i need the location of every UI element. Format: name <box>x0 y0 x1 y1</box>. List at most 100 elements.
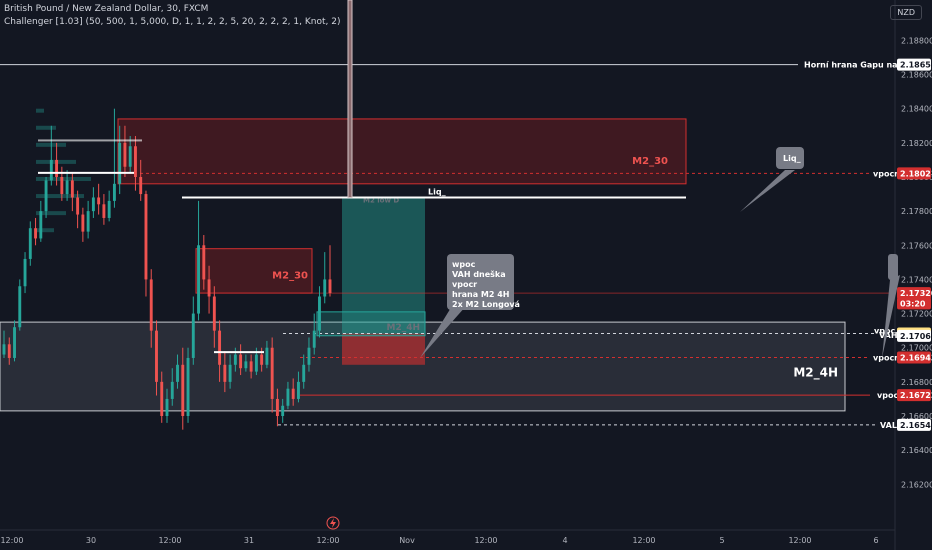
candle-body <box>233 354 237 365</box>
candle-body <box>244 361 248 369</box>
candle-body <box>265 347 269 365</box>
x-tick-label: 4 <box>562 536 567 545</box>
zone-m2-30-top <box>117 118 687 185</box>
zone-label-m2-30-mid: M2_30 <box>272 270 308 281</box>
candle-body <box>281 405 285 417</box>
candle-body <box>2 344 6 355</box>
y-tick-label: 2.17200 <box>901 310 932 319</box>
level-label-vpocr-top: vpocr <box>873 169 898 178</box>
volume-bar <box>36 194 84 199</box>
candle-body <box>70 180 74 198</box>
candle-body <box>18 286 22 328</box>
candle-body <box>60 176 64 195</box>
vertical-marker <box>347 0 353 198</box>
price-tag-text: 2.16548 <box>900 421 932 430</box>
candle-body <box>76 197 80 215</box>
candle-body <box>81 214 85 232</box>
currency-selector[interactable]: NZD <box>890 5 922 20</box>
candle-body <box>286 388 290 406</box>
candle-body <box>144 194 148 280</box>
volume-bar <box>36 211 66 216</box>
symbol-title[interactable]: British Pound / New Zealand Dollar, 30, … <box>4 4 209 14</box>
candle-body <box>97 197 101 205</box>
candle-body <box>102 204 106 218</box>
candle-body <box>291 388 295 399</box>
candle-body <box>13 327 16 358</box>
callout-main-line: vpocr <box>452 280 477 289</box>
candle-body <box>323 279 327 297</box>
volume-bar <box>36 108 44 113</box>
candle-body <box>28 228 32 259</box>
candle-body <box>207 279 211 297</box>
price-tag <box>897 58 931 71</box>
callout-liq <box>776 147 804 169</box>
candle-body <box>139 176 143 195</box>
volume-bar <box>36 176 91 181</box>
indicator-title[interactable]: Challenger [1.03] (50, 500, 1, 5,000, D,… <box>4 17 341 27</box>
price-tag <box>897 167 931 180</box>
price-tag <box>897 389 931 402</box>
callout-liq-pointer <box>740 170 795 212</box>
x-tick-label: 12:00 <box>474 536 497 545</box>
level-label-liq: Liq_ <box>428 187 446 196</box>
candle-body <box>218 330 222 365</box>
callout-right-pointer <box>882 275 900 358</box>
zone-label-m2-4h: M2_4H <box>793 366 838 381</box>
candle-body <box>312 330 316 348</box>
candle-body <box>212 296 216 331</box>
candle-body <box>202 245 206 280</box>
volume-bar <box>36 228 54 233</box>
price-tag-text: 03:20 <box>900 299 926 308</box>
y-tick-label: 2.18200 <box>901 139 932 148</box>
candle-body <box>302 364 306 382</box>
zone-label-m2-30-top: M2_30 <box>632 156 668 167</box>
candle-body <box>307 347 311 365</box>
callout-main-line: 2x M2 Longová <box>452 300 520 309</box>
candle-body <box>123 142 127 167</box>
x-tick-label: 12:00 <box>632 536 655 545</box>
price-tag <box>897 329 931 342</box>
price-tag-text: 2.18658 <box>900 61 932 70</box>
y-tick-label: 2.17800 <box>901 207 932 216</box>
zones: M2_30 M2_30 M2_4H M2_4H M2 low D <box>0 118 846 412</box>
volume-bar <box>36 125 56 130</box>
profile-line <box>38 171 134 174</box>
candle-body <box>155 330 158 382</box>
candle-body <box>7 344 11 358</box>
x-tick-label: 6 <box>873 536 878 545</box>
candle-body <box>186 357 190 417</box>
candle-body <box>39 211 43 239</box>
candles <box>2 108 332 430</box>
price-tag-text: 2.16943 <box>900 353 932 362</box>
profile-line <box>38 139 142 142</box>
price-axis: 2.188002.186002.184002.182002.180002.178… <box>897 36 932 489</box>
candle-body <box>328 279 332 294</box>
price-tag <box>897 287 931 300</box>
profile-line <box>214 351 264 354</box>
candle-body <box>118 142 122 184</box>
x-tick-label: Nov <box>399 536 415 545</box>
lightning-glyph <box>330 518 336 528</box>
level-label-vpocr-low: vpocr <box>873 353 898 362</box>
callout-main-pointer <box>420 306 466 358</box>
callout-main-line: VAH dneška <box>452 269 506 279</box>
y-tick-label: 2.16800 <box>901 378 932 387</box>
time-axis: 12:00 30 12:00 31 12:00 Nov 12:00 4 12:00 5 12:00 6 <box>0 536 878 545</box>
price-tag <box>897 351 931 364</box>
level-label-vah: VAH <box>879 331 898 340</box>
candle-body <box>23 258 27 287</box>
candle-body <box>160 381 164 417</box>
price-tag <box>897 297 931 310</box>
candle-body <box>86 211 90 232</box>
candle-body <box>149 279 153 331</box>
price-tag <box>897 418 931 431</box>
y-tick-label: 2.17400 <box>901 275 932 284</box>
candle-body <box>297 381 300 399</box>
candle-body <box>65 180 69 195</box>
candle-body <box>270 347 274 399</box>
y-tick-label: 2.16200 <box>901 480 932 489</box>
